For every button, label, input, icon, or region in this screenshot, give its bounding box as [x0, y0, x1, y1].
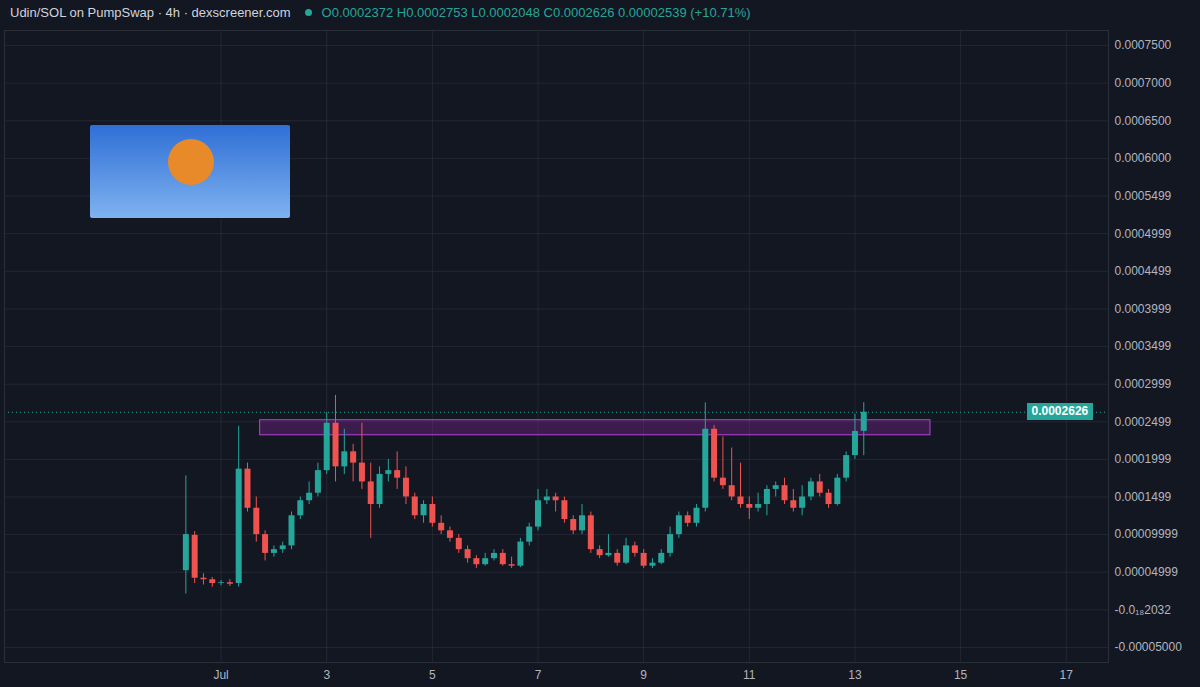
svg-text:11: 11 [743, 668, 756, 682]
svg-text:15: 15 [954, 668, 968, 682]
svg-text:0.0003499: 0.0003499 [1115, 339, 1172, 353]
svg-text:0.0003999: 0.0003999 [1115, 302, 1172, 316]
svg-text:-0.0₁₈2032: -0.0₁₈2032 [1115, 603, 1172, 617]
svg-text:0.0007000: 0.0007000 [1115, 76, 1172, 90]
svg-text:0.0004999: 0.0004999 [1115, 227, 1172, 241]
svg-text:13: 13 [848, 668, 862, 682]
svg-text:17: 17 [1060, 668, 1074, 682]
svg-text:Jul: Jul [213, 668, 228, 682]
svg-text:0.0001999: 0.0001999 [1115, 452, 1172, 466]
svg-text:0.0006000: 0.0006000 [1115, 151, 1172, 165]
svg-text:0.00004999: 0.00004999 [1115, 565, 1179, 579]
svg-text:7: 7 [535, 668, 542, 682]
svg-text:0.0002499: 0.0002499 [1115, 415, 1172, 429]
svg-text:0.0004499: 0.0004499 [1115, 264, 1172, 278]
html-text:Udin/SOL on PumpSwap · 4h · de: Udin/SOL on PumpSwap · 4h · dexscreener.… [10, 5, 291, 20]
svg-text:0.00009999: 0.00009999 [1115, 527, 1179, 541]
svg-text:0.0006500: 0.0006500 [1115, 114, 1172, 128]
svg-text:0.0007500: 0.0007500 [1115, 38, 1172, 52]
svg-text:0.0002999: 0.0002999 [1115, 377, 1172, 391]
svg-text:3: 3 [323, 668, 330, 682]
svg-text:0.0001499: 0.0001499 [1115, 490, 1172, 504]
svg-text:9: 9 [640, 668, 647, 682]
svg-text:0.0005499: 0.0005499 [1115, 189, 1172, 203]
html-text:0.0002626: 0.0002626 [1031, 403, 1089, 418]
svg-text:5: 5 [429, 668, 436, 682]
svg-text:-0.00005000: -0.00005000 [1115, 640, 1183, 654]
html-text:O0.0002372 H0.0002753 L0.00020: O0.0002372 H0.0002753 L0.0002048 C0.0002… [321, 5, 751, 20]
